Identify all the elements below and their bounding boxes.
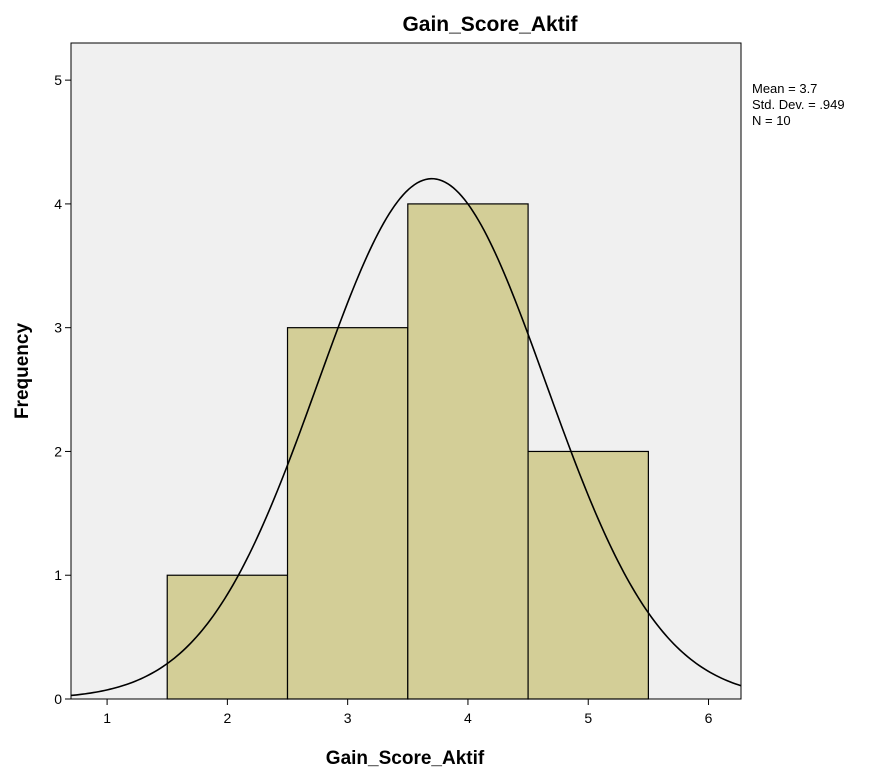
chart-title: Gain_Score_Aktif: [402, 13, 578, 36]
x-axis-label: Gain_Score_Aktif: [326, 748, 485, 769]
stat-std-dev: Std. Dev. = .949: [752, 97, 845, 112]
normal-curve: [70, 177, 742, 697]
x-tick-label: 3: [344, 710, 352, 726]
y-tick-label: 0: [54, 691, 62, 707]
histogram-bar-2: [286, 327, 409, 700]
stat-n: N = 10: [752, 113, 791, 128]
x-tick-label: 2: [223, 710, 231, 726]
y-tick-label: 2: [54, 443, 62, 459]
histogram-bar-4: [527, 450, 649, 700]
y-tick-label: 5: [54, 72, 62, 88]
x-tick-label: 4: [464, 710, 472, 726]
x-axis: 1 2 3 4 5 6: [103, 699, 713, 726]
stat-mean: Mean = 3.7: [752, 81, 817, 96]
y-tick-label: 1: [54, 567, 62, 583]
y-tick-label: 3: [54, 320, 62, 336]
x-tick-label: 6: [705, 710, 713, 726]
bars-group: [166, 203, 649, 700]
y-axis: 0 1 2 3 4 5: [54, 72, 71, 707]
x-tick-label: 1: [103, 710, 111, 726]
y-tick-label: 4: [54, 196, 62, 212]
y-axis-label: Frequency: [12, 323, 33, 420]
x-tick-label: 5: [584, 710, 592, 726]
histogram-bar-3: [407, 203, 529, 700]
